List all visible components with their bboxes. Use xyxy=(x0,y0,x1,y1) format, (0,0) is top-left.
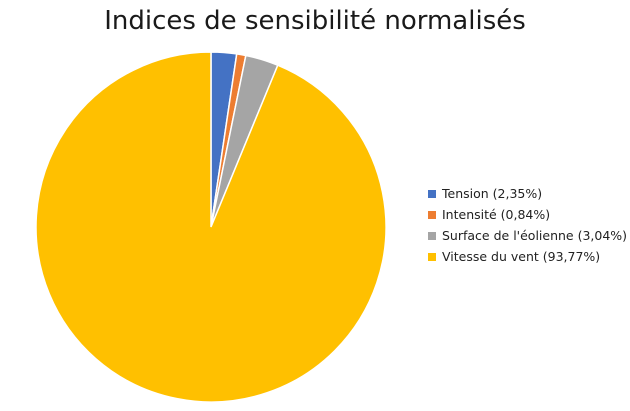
chart-title: Indices de sensibilité normalisés xyxy=(104,6,526,36)
legend: Tension (2,35%) Intensité (0,84%) Surface … xyxy=(428,183,627,267)
legend-item-1: Intensité (0,84%) xyxy=(428,204,627,225)
legend-item-0: Tension (2,35%) xyxy=(428,183,627,204)
legend-label: Intensité (0,84%) xyxy=(442,207,551,222)
legend-item-2: Surface de l'éolienne (3,04%) xyxy=(428,225,627,246)
legend-swatch xyxy=(428,231,436,240)
legend-item-3: Vitesse du vent (93,77%) xyxy=(428,246,627,267)
legend-label: Vitesse du vent (93,77%) xyxy=(442,249,601,264)
legend-swatch xyxy=(428,189,436,198)
legend-label: Surface de l'éolienne (3,04%) xyxy=(442,228,628,243)
pie-slice-3 xyxy=(35,51,387,403)
legend-swatch xyxy=(428,252,436,261)
legend-label: Tension (2,35%) xyxy=(442,186,543,201)
legend-swatch xyxy=(428,210,436,219)
